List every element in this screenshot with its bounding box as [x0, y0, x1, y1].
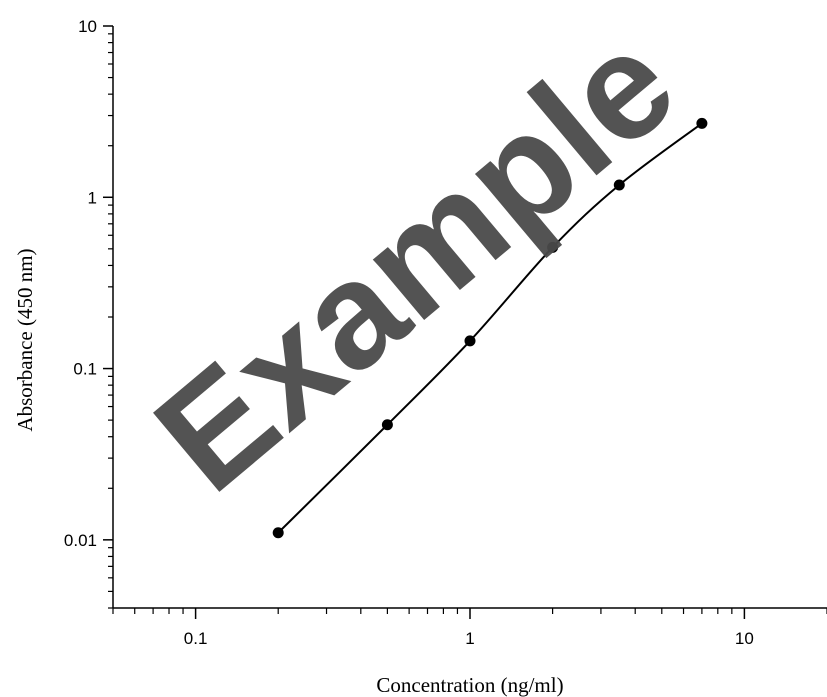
data-points — [272, 117, 708, 539]
data-point — [696, 117, 708, 129]
y-tick-label: 1 — [88, 188, 97, 207]
y-axis-title: Absorbance (450 nm) — [13, 248, 37, 431]
y-tick-label: 0.01 — [64, 531, 97, 550]
minor-ticks — [108, 33, 827, 614]
data-point — [272, 527, 284, 539]
x-tick-label: 10 — [735, 629, 754, 648]
plot-area: 0.1 1 10 0.01 0.1 1 10 — [64, 17, 827, 648]
data-point — [613, 179, 625, 191]
x-axis-title: Concentration (ng/ml) — [376, 673, 563, 697]
data-point — [381, 419, 393, 431]
tick-labels: 0.1 1 10 0.01 0.1 1 10 — [64, 17, 754, 648]
y-tick-label: 0.1 — [73, 360, 97, 379]
y-tick-label: 10 — [78, 17, 97, 36]
x-tick-label: 0.1 — [184, 629, 208, 648]
data-point — [464, 335, 476, 347]
series-line — [277, 122, 703, 534]
x-tick-label: 1 — [465, 629, 474, 648]
watermark-text: Example — [124, 0, 705, 523]
data-point — [547, 241, 559, 253]
major-ticks — [103, 25, 746, 619]
